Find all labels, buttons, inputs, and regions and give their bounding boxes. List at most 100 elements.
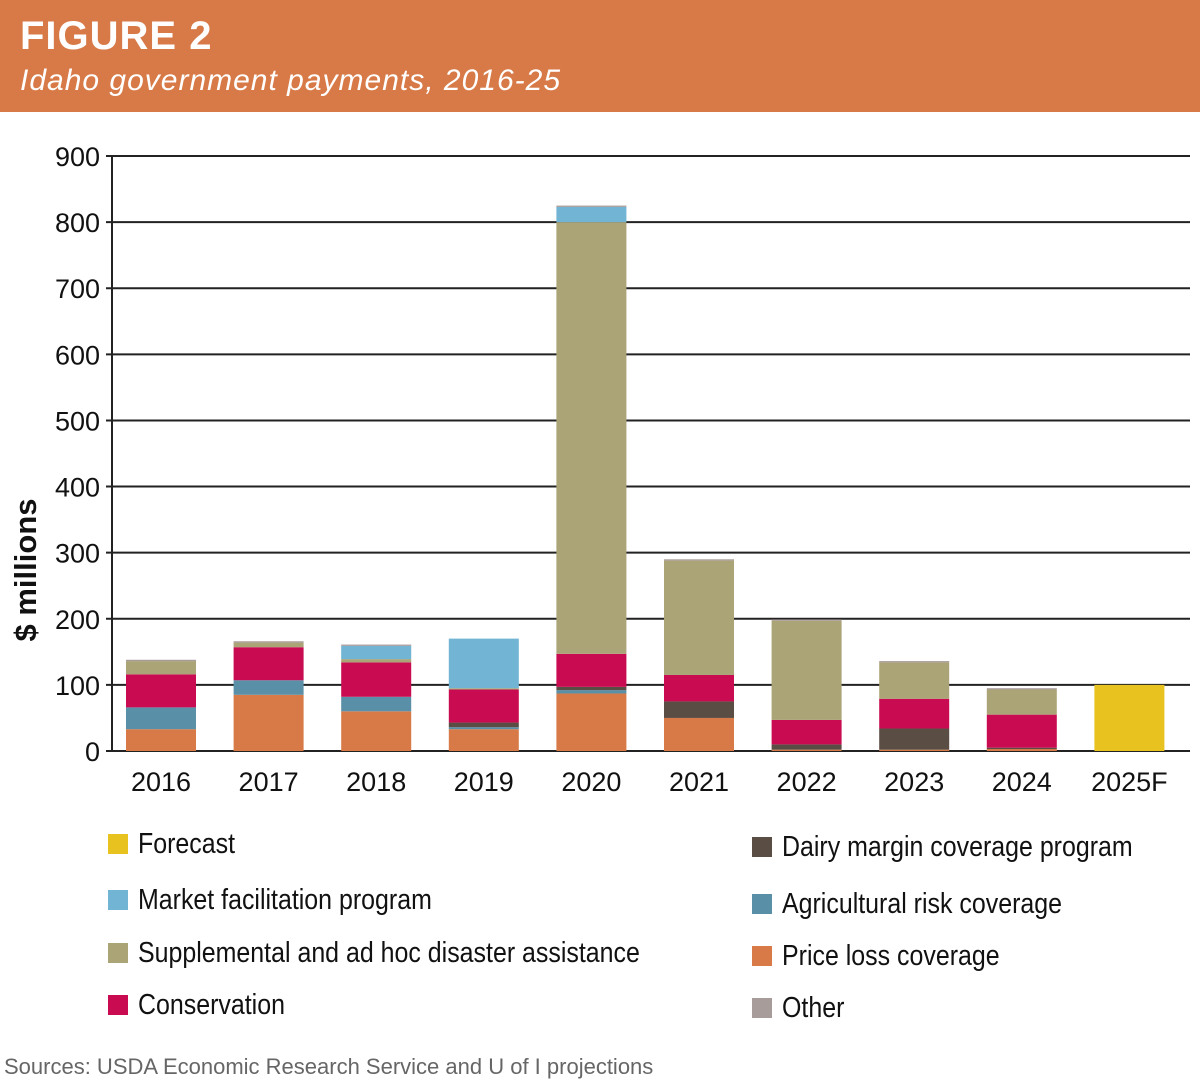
bar-segment (448, 688, 519, 690)
bar-segment (233, 641, 304, 643)
legend-item-market-facilitation: Market facilitation program (108, 882, 480, 918)
x-tick-label: 2025F (1091, 767, 1168, 797)
legend-swatch-other (752, 998, 772, 1018)
legend-item-dairy: Dairy margin coverage program (752, 829, 1190, 865)
legend-item-arc: Agricultural risk coverage (752, 886, 1108, 922)
figure-label: FIGURE 2 (20, 14, 213, 58)
x-tick-label: 2018 (346, 767, 406, 797)
legend-swatch-supplemental (108, 943, 128, 963)
y-tick-labels: 0 100 200 300 400 500 600 700 800 900 (55, 142, 100, 767)
bar-segment (448, 689, 519, 723)
legend-label: Agricultural risk coverage (782, 887, 1062, 920)
y-tick-label: 100 (55, 671, 100, 701)
legend-swatch-dairy (752, 837, 772, 857)
figure-title: Idaho government payments, 2016-25 (20, 64, 561, 97)
x-tick-label: 2017 (239, 767, 299, 797)
x-tick-label: 2019 (454, 767, 514, 797)
bar-segment (341, 662, 412, 697)
y-tick-label: 200 (55, 605, 100, 635)
bar-segment (556, 686, 627, 691)
bar-segment (126, 729, 196, 751)
bar-segment (556, 690, 627, 694)
bar-segment (771, 744, 842, 750)
legend-item-supplemental: Supplemental and ad hoc disaster assista… (108, 935, 722, 971)
bar-segment (664, 560, 734, 675)
bar-segment (664, 674, 734, 702)
legend-swatch-arc (752, 894, 772, 914)
y-tick-label: 900 (55, 142, 100, 172)
y-tick-label: 400 (55, 473, 100, 503)
bar-segment (986, 747, 1057, 750)
bar-segment (341, 696, 412, 712)
y-tick-label: 700 (55, 274, 100, 304)
x-tick-label: 2020 (561, 767, 621, 797)
bar-segment (664, 717, 734, 751)
bar-segment (341, 644, 412, 646)
bar-segment (556, 206, 627, 223)
legend-item-plc: Price loss coverage (752, 938, 1035, 974)
bar-segment (879, 662, 950, 699)
legend-label: Dairy margin coverage program (782, 830, 1133, 863)
legend-swatch-forecast (108, 834, 128, 854)
bar-segment (986, 714, 1057, 748)
y-tick-label: 0 (85, 737, 100, 767)
bar-segment (448, 638, 519, 689)
y-tick-label: 600 (55, 340, 100, 370)
legend-item-other: Other (752, 990, 855, 1026)
y-tick-label: 800 (55, 208, 100, 238)
source-note: Sources: USDA Economic Research Service … (4, 1054, 654, 1079)
bar-segment (664, 559, 734, 561)
figure-header: FIGURE 2 Idaho government payments, 2016… (0, 0, 1200, 112)
bar-segment (986, 749, 1057, 751)
x-tick-label: 2016 (131, 767, 191, 797)
y-tick-label: 500 (55, 406, 100, 436)
x-tick-label: 2022 (777, 767, 837, 797)
y-axis-label: $ millions (8, 499, 43, 642)
bar-segment (233, 694, 304, 751)
bar-segment (879, 749, 950, 751)
bar-segment (341, 711, 412, 751)
bar-segment (126, 661, 196, 675)
bar-segment (233, 647, 304, 681)
bar-segment (879, 661, 950, 663)
bar-segment (448, 722, 519, 728)
bar-segment (341, 659, 412, 663)
legend-label: Conservation (138, 988, 285, 1021)
bar-segment (448, 729, 519, 751)
bar-segment (556, 222, 627, 654)
legend-item-forecast: Forecast (108, 826, 251, 862)
x-tick-label: 2023 (884, 767, 944, 797)
x-tick-label: 2021 (669, 767, 729, 797)
legend-swatch-plc (752, 946, 772, 966)
bar-segment (233, 680, 304, 695)
bar-segment (556, 693, 627, 751)
bar-segment (126, 674, 196, 708)
bar-segment (556, 653, 627, 687)
y-tick-label: 300 (55, 539, 100, 569)
bar-segment (556, 205, 627, 207)
legend-label: Supplemental and ad hoc disaster assista… (138, 936, 640, 969)
bar-segment (126, 707, 196, 730)
bar-segment (771, 620, 842, 720)
bar-segment (879, 698, 950, 729)
legend-item-conservation: Conservation (108, 987, 309, 1023)
legend-label: Market facilitation program (138, 883, 432, 916)
legend-swatch-market-facilitation (108, 890, 128, 910)
bar-segment (986, 688, 1057, 690)
bar-segment (126, 659, 196, 662)
legend-label: Price loss coverage (782, 939, 1000, 972)
bar-segment (448, 727, 519, 730)
bar-segment (771, 719, 842, 745)
bar-segment (233, 642, 304, 648)
legend-label: Forecast (138, 827, 236, 860)
bar-segment (771, 619, 842, 621)
x-tick-label: 2024 (992, 767, 1052, 797)
x-tick-labels: 2016 2017 2018 2019 2020 2021 2022 2023 2024 2025… (131, 767, 1168, 797)
legend-label: Other (782, 991, 845, 1024)
bar-segment (879, 728, 950, 750)
bars (126, 205, 1165, 751)
bar-segment (1094, 684, 1165, 751)
bar-segment (664, 701, 734, 718)
legend-swatch-conservation (108, 995, 128, 1015)
